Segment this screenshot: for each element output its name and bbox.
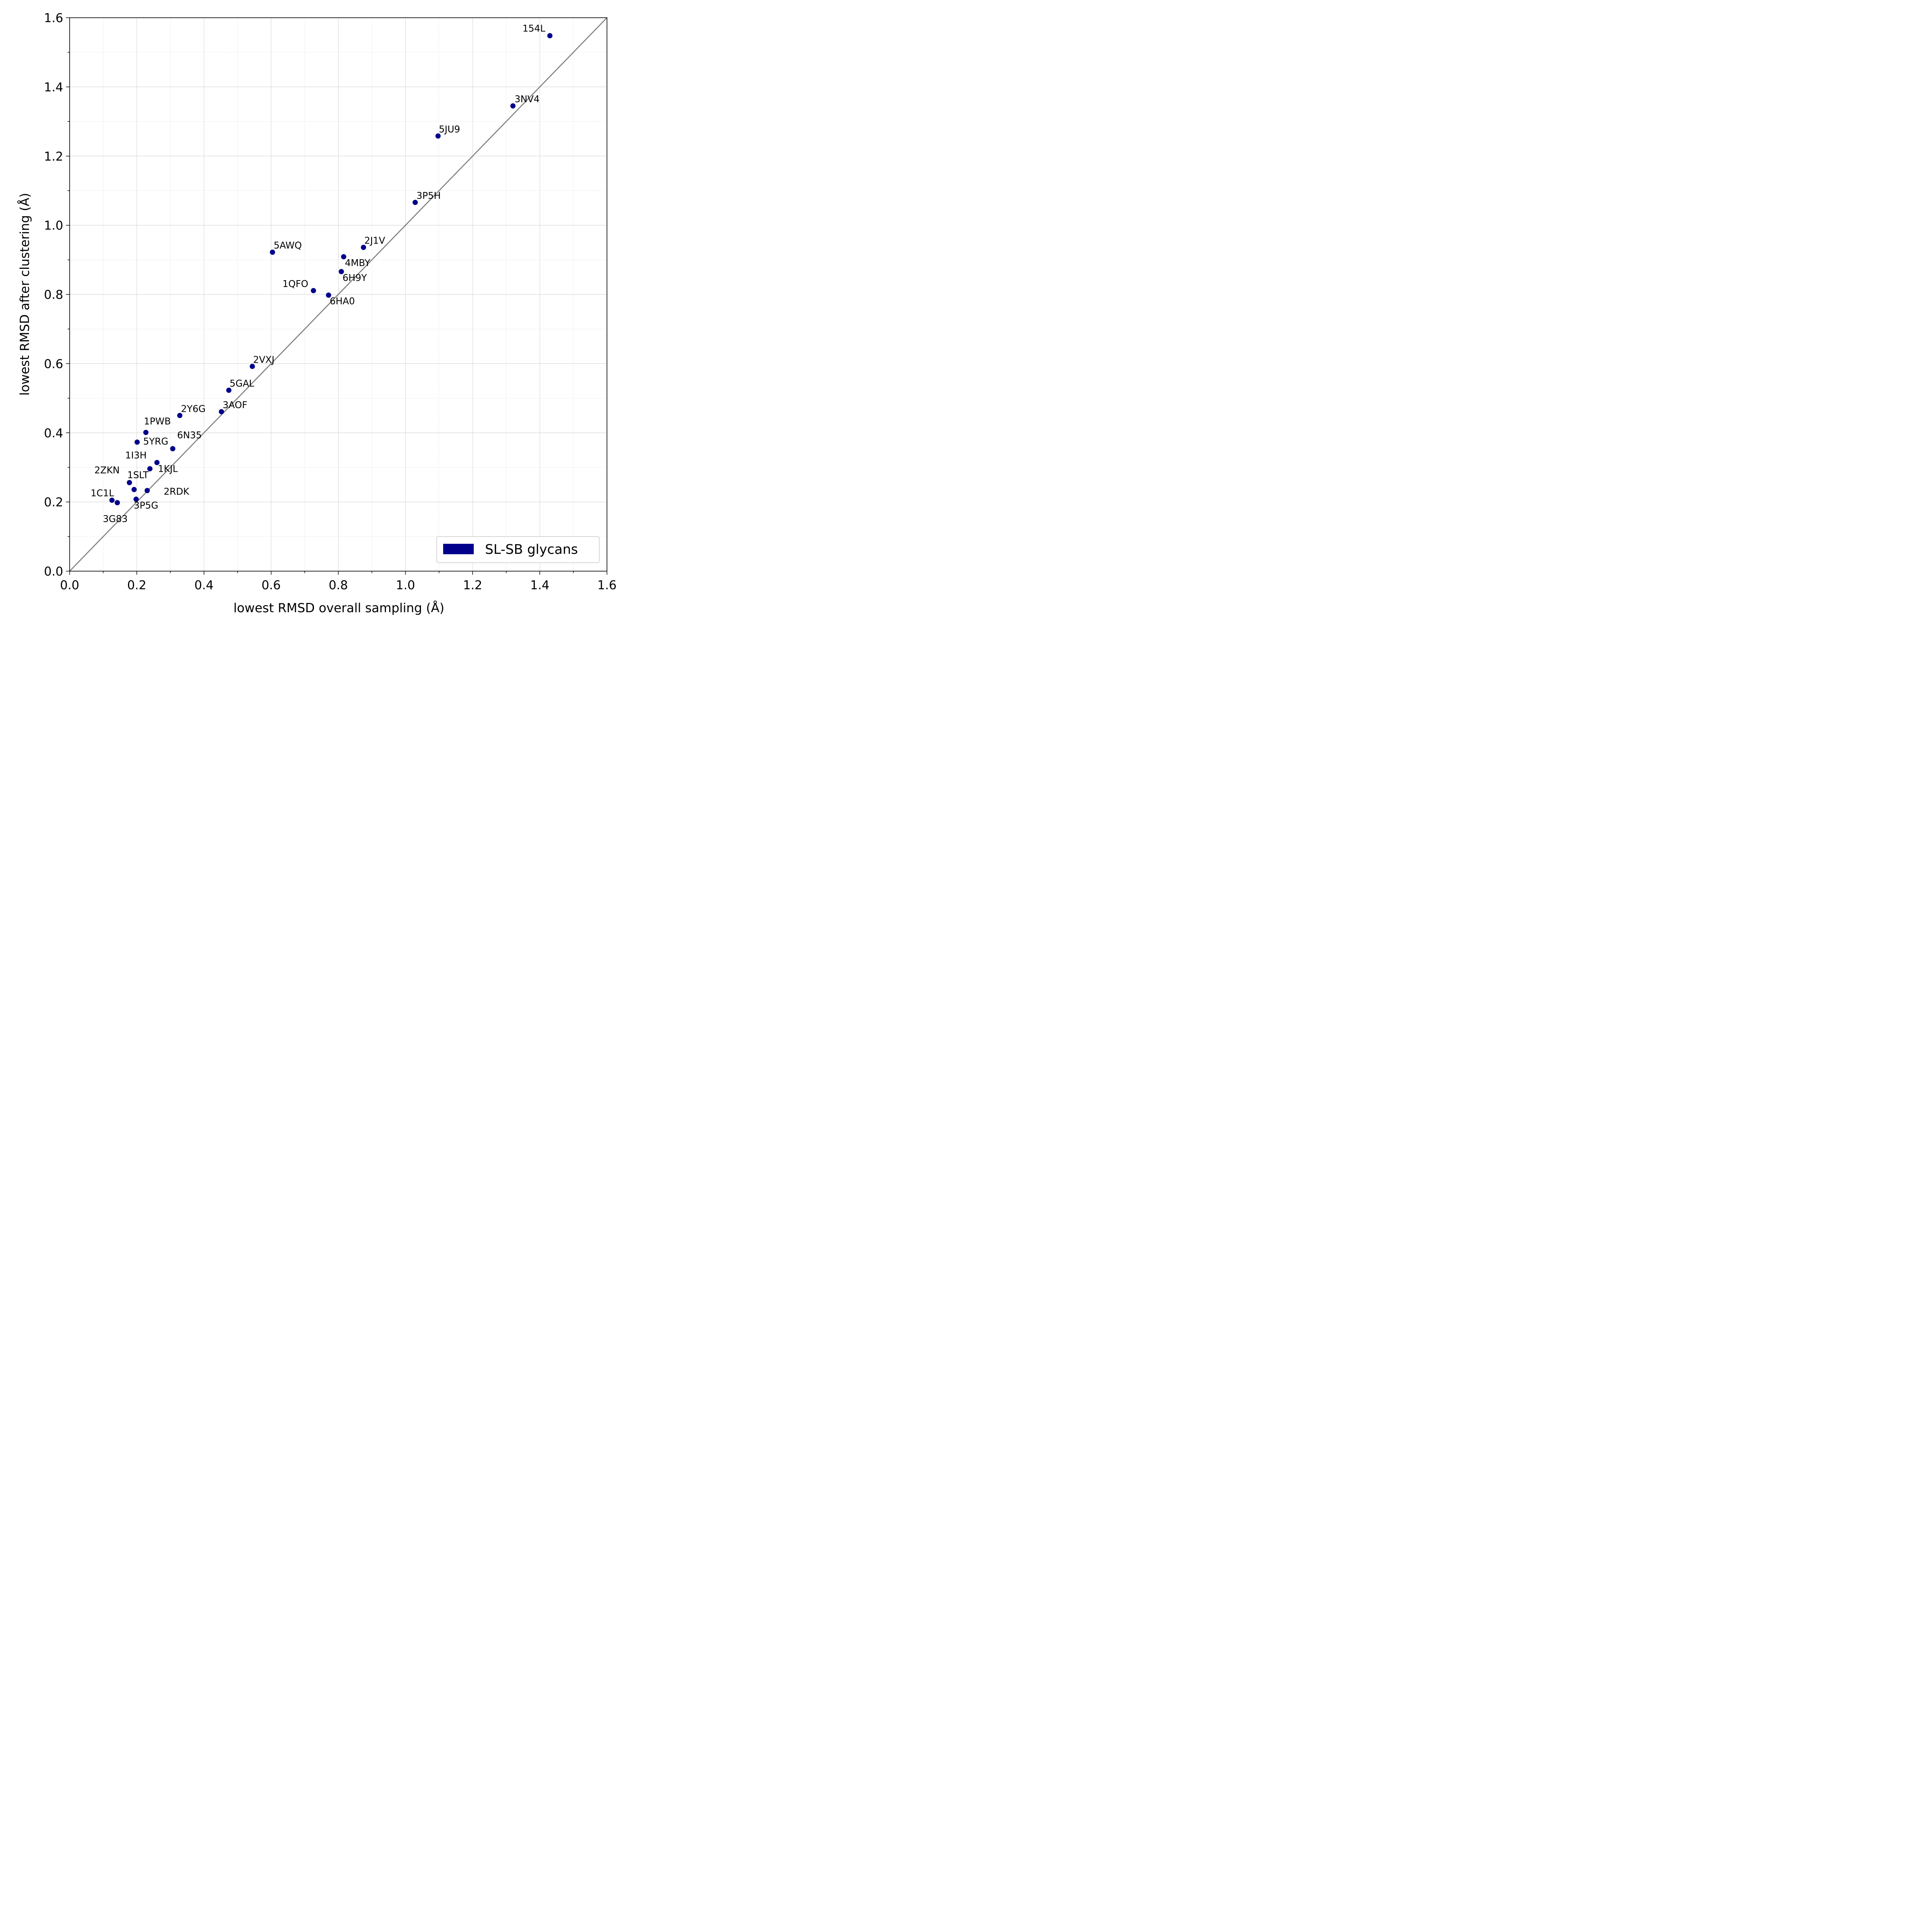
point-label: 2ZKN [95, 465, 120, 476]
y-tick-label: 0.6 [44, 357, 63, 371]
point-label: 5JU9 [439, 124, 460, 135]
data-point [114, 500, 120, 506]
legend: SL-SB glycans [436, 536, 600, 563]
point-label: 2VXJ [253, 355, 275, 365]
point-label: 1C1L [91, 488, 114, 499]
data-point [133, 496, 139, 502]
legend-swatch [443, 544, 474, 554]
data-point [326, 292, 331, 298]
reference-line-group [69, 17, 607, 572]
data-point [339, 269, 344, 275]
data-point [154, 460, 160, 465]
data-point [226, 388, 231, 393]
data-point [547, 33, 553, 39]
point-label: 1I3H [125, 450, 147, 461]
point-label: 1SLT [127, 470, 149, 481]
axis-ticks: 0.00.0 0.2 0.2 0.4 0.4 0.6 0.6 0.8 0.8 1.0 1.0 1.2 1… [44, 11, 617, 592]
x-tick-label: 1.6 [597, 578, 617, 592]
y-tick-label: 0.4 [44, 426, 63, 440]
x-tick-label: 0.4 [194, 578, 214, 592]
reference-line [69, 17, 607, 572]
data-point [127, 480, 132, 485]
data-point [435, 133, 441, 139]
point-labels: 154L 3NV4 5JU9 3P5H 2J1V 4MBY 6H9Y 5AWQ 1QFO 6HA0… [91, 24, 545, 524]
point-label: 5YRG [143, 436, 169, 447]
data-point [170, 446, 175, 452]
x-tick-label: 0.2 [127, 578, 147, 592]
y-tick-label: 0.8 [44, 288, 63, 302]
point-label: 1PWB [144, 416, 171, 427]
legend-box [436, 536, 600, 563]
data-points [109, 33, 553, 506]
x-tick-label: 1.2 [463, 578, 482, 592]
x-tick-label: 0.8 [329, 578, 348, 592]
point-label: 2Y6G [181, 404, 206, 414]
data-point [134, 439, 140, 445]
point-label: 2J1V [364, 236, 385, 246]
point-label: 5AWQ [274, 241, 302, 251]
point-label: 3P5H [417, 191, 441, 201]
grid-lines [70, 18, 607, 571]
data-point [413, 200, 418, 205]
data-point [311, 288, 316, 293]
y-tick-label: 1.4 [44, 80, 63, 95]
point-label: 3AOF [223, 400, 247, 411]
data-point [219, 409, 224, 415]
point-label: 5GAL [229, 379, 254, 389]
y-tick-label: 0.0 [44, 565, 63, 579]
point-label: 2RDK [164, 487, 190, 497]
point-label: 1KJL [158, 464, 178, 475]
data-point [361, 245, 366, 250]
data-point [270, 250, 275, 255]
point-label: 1QFO [283, 279, 308, 289]
point-label: 3G83 [103, 514, 128, 524]
y-tick-label: 1.0 [44, 219, 63, 233]
data-point [144, 488, 150, 493]
y-tick-label: 1.2 [44, 150, 63, 164]
point-label: 154L [522, 24, 545, 34]
legend-label: SL-SB glycans [485, 541, 578, 557]
data-point [131, 487, 137, 492]
x-axis-title: lowest RMSD overall sampling (Å) [233, 601, 444, 615]
point-label: 6HA0 [330, 296, 355, 307]
data-point [510, 103, 516, 109]
scatter-chart: 154L 3NV4 5JU9 3P5H 2J1V 4MBY 6H9Y 5AWQ 1QFO 6HA0… [18, 11, 617, 615]
data-point [143, 429, 149, 435]
point-label: 3NV4 [514, 94, 539, 105]
x-tick-label: 0.6 [262, 578, 281, 592]
point-label: 6H9Y [343, 273, 367, 283]
point-label: 4MBY [345, 258, 371, 268]
x-tick-label: 1.4 [530, 578, 549, 592]
y-axis-title: lowest RMSD after clustering (Å) [18, 193, 32, 396]
data-point [341, 254, 347, 260]
data-point [109, 497, 115, 503]
y-tick-label: 0.2 [44, 495, 63, 510]
x-tick-label: 1.0 [396, 578, 415, 592]
data-point [177, 413, 183, 418]
point-label: 3P5G [134, 500, 158, 511]
data-point [250, 363, 255, 369]
point-label: 6N35 [177, 430, 202, 441]
y-tick-label: 1.6 [44, 11, 63, 25]
x-tick-label: 0.0 [60, 578, 79, 592]
data-point [147, 466, 153, 472]
